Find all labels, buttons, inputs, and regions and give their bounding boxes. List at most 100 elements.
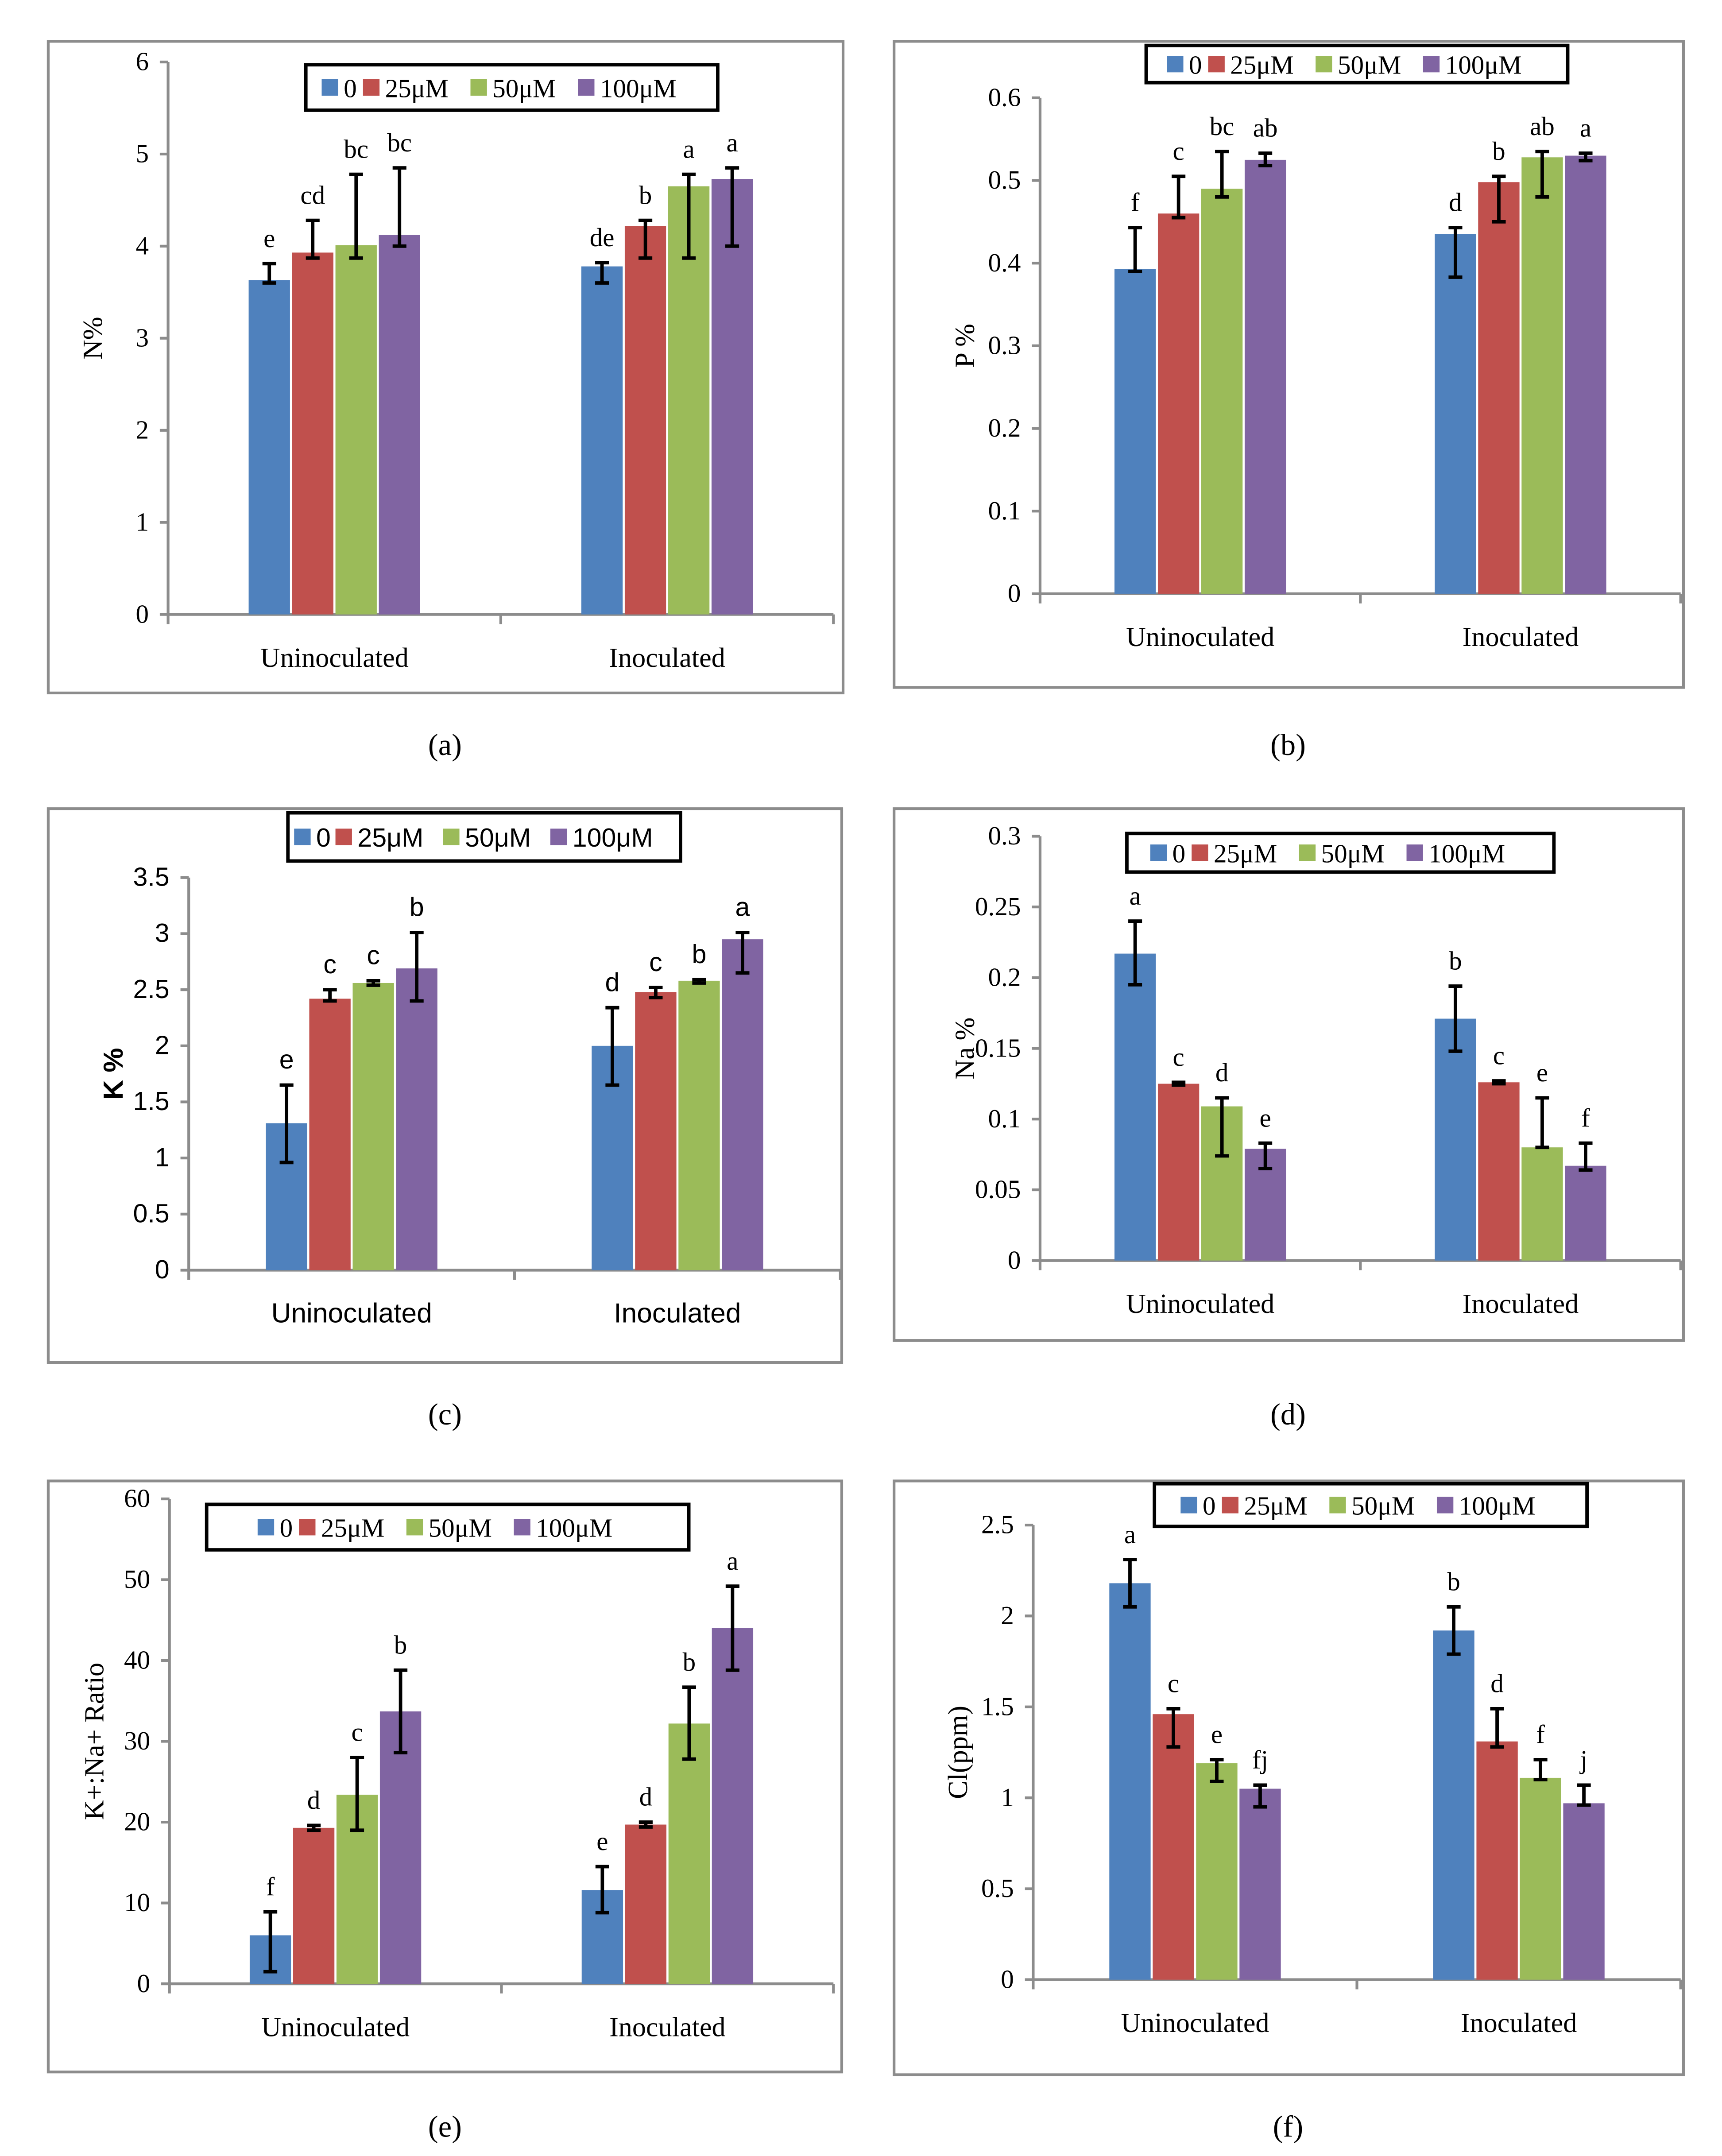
y-tick-label: 1 (1001, 1783, 1014, 1812)
legend-label: 25μM (1214, 839, 1277, 868)
significance-letter: a (727, 1546, 738, 1575)
legend-swatch-1 (1222, 1497, 1238, 1513)
significance-letter: b (1449, 946, 1462, 975)
panel-caption: (c) (428, 1397, 462, 1431)
bar-50μM-uninoculated (335, 245, 377, 615)
significance-letter: e (1260, 1103, 1271, 1132)
error-bar (649, 986, 663, 999)
y-tick-label: 4 (135, 231, 149, 260)
legend-swatch-2 (443, 828, 460, 845)
bar-50μM-uninoculated (1196, 1763, 1238, 1980)
significance-letter: cd (300, 180, 325, 209)
significance-letter: f (1581, 1103, 1590, 1132)
legend-swatch-3 (514, 1519, 530, 1536)
y-tick-label: 0.5 (988, 165, 1021, 194)
error-bar (263, 1910, 278, 1974)
x-category-label: Uninoculated (260, 643, 409, 673)
bar-0-uninoculated (1114, 953, 1156, 1261)
error-bar (394, 1668, 408, 1754)
bar-25μM-inoculated (1476, 1741, 1518, 1980)
error-bar (1535, 1096, 1549, 1150)
x-category-label: Uninoculated (271, 1298, 432, 1329)
significance-letter: de (590, 223, 615, 252)
bar-100μM-uninoculated (1239, 1788, 1281, 1980)
significance-letter: a (1580, 113, 1591, 143)
significance-letter: c (367, 941, 380, 970)
legend-label: 25μM (321, 1513, 384, 1543)
significance-letter: d (605, 967, 619, 997)
y-tick-label: 1 (135, 507, 149, 536)
legend-swatch-3 (1406, 844, 1423, 861)
y-tick-label: 0 (135, 599, 149, 628)
y-tick-label: 0 (1001, 1964, 1014, 1993)
legend-label: 25μM (1244, 1491, 1307, 1521)
legend-swatch-2 (406, 1519, 423, 1536)
significance-letter: b (692, 939, 706, 969)
significance-letter: b (639, 180, 652, 209)
legend-label: 50μM (429, 1513, 492, 1543)
error-bar (1210, 1757, 1224, 1784)
bar-100μM-inoculated (722, 939, 763, 1270)
error-bar (1448, 226, 1463, 279)
legend: 0 25μM 50μM 100μM (1153, 1482, 1589, 1529)
significance-letter: a (735, 892, 750, 922)
error-bar (410, 931, 424, 1003)
bar-100μM-uninoculated (1244, 159, 1286, 594)
significance-letter: c (1168, 1669, 1179, 1698)
error-bar (1579, 151, 1593, 163)
significance-letter: a (726, 128, 738, 157)
error-bar (725, 1584, 739, 1672)
x-category-label: Inoculated (609, 643, 725, 673)
legend-swatch-1 (1192, 844, 1208, 861)
significance-letter: bc (1210, 112, 1234, 141)
bar-25μM-uninoculated (292, 252, 333, 615)
y-tick-label: 0.1 (988, 496, 1021, 525)
legend-swatch-0 (1150, 844, 1167, 861)
significance-letter: fj (1252, 1745, 1268, 1774)
legend: 0 25μM 50μM 100μM (1125, 832, 1556, 874)
y-tick-label: 3 (135, 323, 149, 352)
legend: 0 25μM 50μM 100μM (304, 63, 720, 112)
chart-panel: 00.511.522.5Cl(ppm)UninoculatedacefjInoc… (893, 1479, 1685, 2076)
significance-letter: a (1124, 1520, 1136, 1549)
legend-label: 50μM (1351, 1491, 1415, 1521)
x-category-label: Uninoculated (1126, 1289, 1274, 1319)
x-category-label: Inoculated (1463, 622, 1579, 652)
y-tick-label: 0.3 (988, 821, 1021, 850)
bar-0-inoculated (1435, 234, 1476, 594)
significance-letter: ab (1530, 112, 1555, 141)
bar-50μM-uninoculated (352, 983, 394, 1270)
error-bar (692, 978, 706, 985)
error-bar (349, 172, 363, 260)
y-tick-label: 0.5 (981, 1873, 1014, 1903)
error-bar (605, 1006, 619, 1087)
error-bar (1215, 1096, 1229, 1158)
legend-label: 0 (1203, 1491, 1216, 1521)
error-bar (306, 218, 320, 260)
significance-letter: a (1130, 881, 1141, 910)
legend-label: 0 (280, 1513, 293, 1543)
legend-label: 0 (1173, 839, 1186, 868)
y-tick-label: 60 (124, 1484, 150, 1513)
y-tick-label: 40 (124, 1645, 150, 1675)
y-tick-label: 1 (155, 1142, 170, 1172)
significance-letter: e (1211, 1720, 1223, 1749)
legend-label: 0 (316, 823, 331, 852)
bar-0-inoculated (581, 266, 623, 615)
panel-caption: (a) (428, 728, 462, 762)
significance-letter: bc (344, 134, 368, 163)
legend-frame (1125, 832, 1556, 874)
legend-label: 100μM (573, 823, 653, 852)
y-axis-label: N% (78, 317, 108, 360)
significance-letter: e (279, 1045, 294, 1074)
x-category-label: Inoculated (614, 1298, 741, 1329)
legend-label: 50μM (465, 823, 531, 852)
legend-swatch-0 (1180, 1497, 1197, 1513)
significance-letter: bc (387, 128, 412, 157)
legend-label: 100μM (1445, 50, 1522, 79)
y-tick-label: 2.5 (133, 974, 170, 1004)
y-tick-label: 0.2 (988, 413, 1021, 442)
legend-label: 100μM (1428, 839, 1505, 868)
panel-caption: (d) (1270, 1397, 1306, 1431)
